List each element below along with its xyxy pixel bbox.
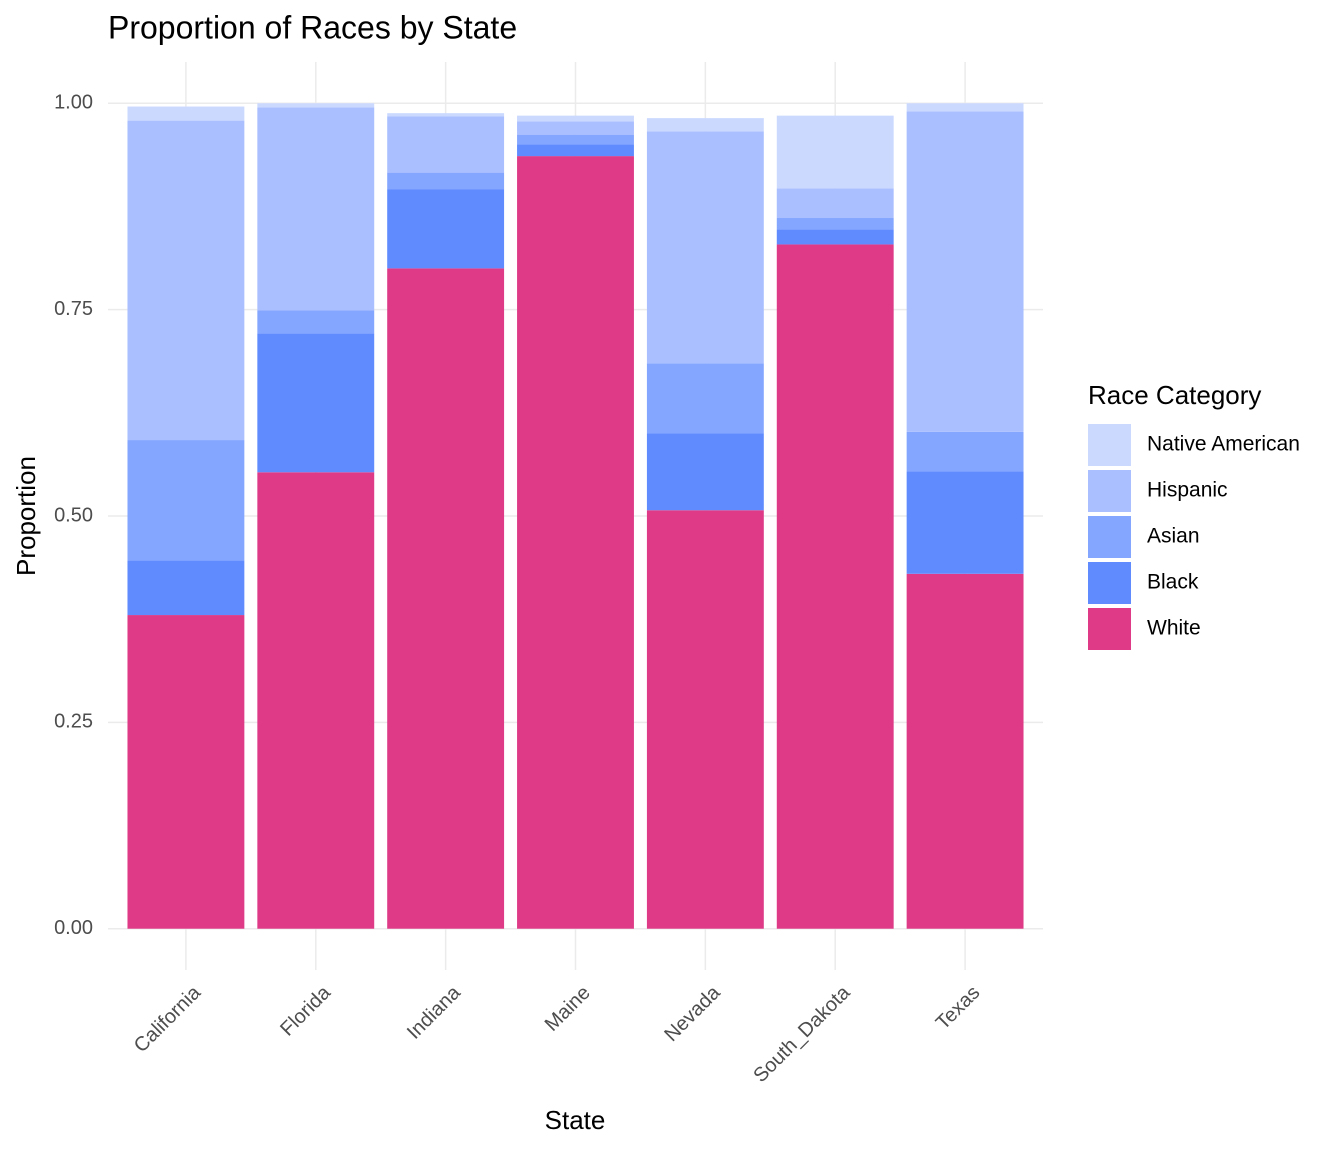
x-axis-label: State	[545, 1105, 606, 1135]
legend-key	[1088, 562, 1131, 604]
y-tick-label: 0.25	[54, 711, 93, 733]
bar-segment	[646, 118, 764, 132]
legend-key	[1088, 608, 1131, 650]
legend-key	[1088, 470, 1131, 512]
bar-segment	[906, 431, 1024, 472]
bar-segment	[257, 333, 375, 473]
legend-label: White	[1147, 617, 1201, 640]
bar-segment	[646, 131, 764, 364]
y-tick-label: 0.50	[54, 504, 93, 526]
bar-segment	[646, 433, 764, 511]
legend-key	[1088, 516, 1131, 558]
bar-segment	[906, 103, 1024, 112]
x-tick-label: Florida	[276, 981, 335, 1040]
bar-segment	[127, 560, 245, 616]
bar-segment	[387, 268, 505, 929]
bar-segment	[776, 188, 894, 219]
bar-segment	[776, 218, 894, 230]
bar-segment	[517, 156, 634, 929]
x-tick-label: South_Dakota	[749, 981, 855, 1087]
bar-segment	[646, 363, 764, 434]
bar-segment	[517, 134, 634, 145]
chart-title: Proportion of Races by State	[108, 9, 517, 45]
x-tick-label: California	[130, 981, 206, 1057]
bar-segment	[257, 310, 375, 334]
bar-segment	[387, 189, 505, 269]
bar-segment	[127, 120, 245, 441]
bar-segment	[127, 106, 245, 121]
bar-segment	[906, 111, 1024, 432]
x-tick-label: Maine	[541, 982, 595, 1036]
y-tick-label: 0.75	[54, 298, 93, 320]
bar-segment	[776, 244, 894, 929]
bar-segment	[127, 440, 245, 561]
bar-segment	[776, 115, 894, 189]
legend-key	[1088, 424, 1131, 466]
bar-segment	[517, 115, 634, 122]
bar-segment	[387, 116, 505, 173]
bar-segment	[127, 615, 245, 929]
legend-title: Race Category	[1088, 380, 1261, 410]
bar-segment	[257, 103, 375, 108]
legend-label: Black	[1147, 571, 1199, 594]
bar-segment	[387, 113, 505, 117]
y-tick-label: 1.00	[54, 92, 93, 114]
bar-segment	[906, 471, 1024, 574]
x-tick-label: Texas	[932, 982, 985, 1035]
bar-segment	[257, 107, 375, 311]
legend-label: Asian	[1147, 525, 1200, 548]
legend-label: Hispanic	[1147, 479, 1228, 502]
bar-segment	[646, 510, 764, 929]
bar-segment	[257, 472, 375, 929]
bar-segment	[387, 172, 505, 190]
y-tick-label: 0.00	[54, 917, 93, 939]
bar-segment	[776, 229, 894, 245]
x-tick-label: Nevada	[660, 981, 725, 1046]
bar-segment	[906, 573, 1024, 929]
bar-segment	[517, 144, 634, 157]
y-axis-label: Proportion	[11, 456, 41, 576]
legend-label: Native American	[1147, 433, 1300, 456]
bar-segment	[517, 121, 634, 135]
x-tick-label: Indiana	[403, 981, 466, 1044]
